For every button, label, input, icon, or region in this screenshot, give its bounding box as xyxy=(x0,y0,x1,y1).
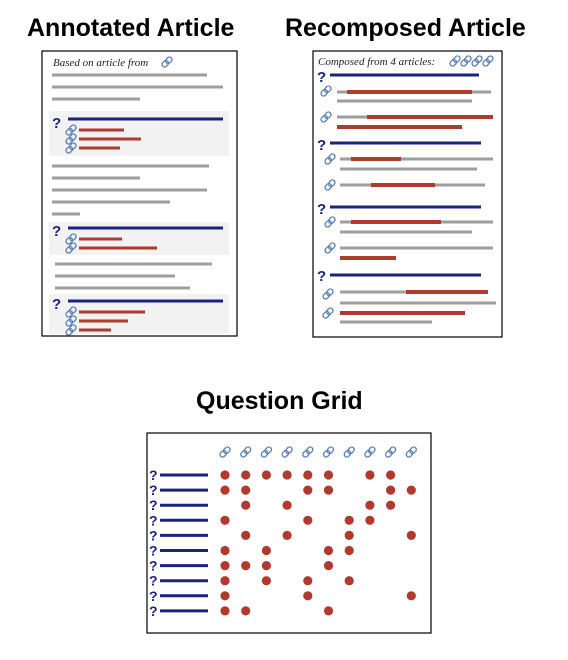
grid-dot xyxy=(282,470,292,480)
question-mark: ? xyxy=(317,137,326,154)
grid-dot xyxy=(261,470,271,480)
question-grid-title: Question Grid xyxy=(196,387,363,415)
grid-dot xyxy=(323,485,334,495)
grid-dot xyxy=(241,500,251,510)
grid-dot xyxy=(303,485,313,495)
grid-dot xyxy=(323,470,334,480)
grid-dot xyxy=(386,500,396,510)
question-mark: ? xyxy=(317,268,326,285)
grid-dot xyxy=(220,470,230,480)
recomposed-article-frame xyxy=(312,50,503,338)
grid-dot xyxy=(406,591,416,601)
annotated-article-panel: Based on article from ? ? xyxy=(41,50,238,337)
question-mark: ? xyxy=(149,573,158,589)
question-mark: ? xyxy=(149,588,158,604)
grid-dot xyxy=(303,591,313,601)
answer-lines xyxy=(79,310,145,332)
grid-dot xyxy=(386,470,396,480)
grid-dot xyxy=(303,576,313,586)
answer-lines xyxy=(79,128,141,150)
grid-dot xyxy=(220,606,230,616)
grid-dot xyxy=(323,561,334,571)
recomposed-caption: Composed from 4 articles: xyxy=(318,56,435,68)
grid-dot xyxy=(323,606,334,616)
grid-dot xyxy=(344,530,354,541)
question-mark: ? xyxy=(317,69,326,86)
answer-lines xyxy=(79,237,157,250)
question-mark: ? xyxy=(149,512,158,528)
recomposed-article-title: Recomposed Article xyxy=(285,14,526,42)
grid-dot xyxy=(220,576,230,586)
question-mark: ? xyxy=(149,527,158,543)
grid-dot xyxy=(261,545,271,556)
grid-dots xyxy=(220,470,416,616)
grid-dot xyxy=(220,485,230,495)
question-mark: ? xyxy=(52,223,61,240)
question-mark: ? xyxy=(149,482,158,498)
grid-dot xyxy=(220,515,230,525)
grid-dot xyxy=(282,500,292,510)
grid-dot xyxy=(365,470,375,480)
grid-dot xyxy=(261,561,271,571)
grid-dot xyxy=(261,576,271,586)
grid-dot xyxy=(220,561,230,571)
grid-question-rows: ?????????? xyxy=(149,467,208,619)
text-lines xyxy=(55,262,212,290)
recomposed-article-panel: Composed from 4 articles: ? ? ? xyxy=(312,50,503,338)
grid-dot xyxy=(241,530,251,541)
annotated-caption: Based on article from xyxy=(53,57,148,69)
grid-dot xyxy=(303,515,313,525)
grid-dot xyxy=(323,545,334,556)
grid-dot xyxy=(282,530,292,541)
text-lines xyxy=(52,164,209,216)
grid-dot xyxy=(344,515,354,525)
grid-dot xyxy=(406,530,416,541)
question-mark: ? xyxy=(149,558,158,574)
grid-dot xyxy=(406,485,416,495)
grid-dot xyxy=(365,500,375,510)
question-mark: ? xyxy=(149,603,158,619)
grid-dot xyxy=(220,591,230,601)
grid-dot xyxy=(344,576,354,586)
question-grid-panel: ?????????? xyxy=(146,432,432,634)
grid-dot xyxy=(241,561,251,571)
grid-dot xyxy=(303,470,313,480)
grid-dot xyxy=(241,606,251,616)
grid-dot xyxy=(241,470,251,480)
question-mark: ? xyxy=(52,115,61,132)
grid-dot xyxy=(365,515,375,525)
question-mark: ? xyxy=(149,467,158,483)
grid-dot xyxy=(344,545,354,556)
grid-dot xyxy=(220,545,230,556)
annotated-article-title: Annotated Article xyxy=(27,14,235,42)
annotated-article-frame xyxy=(41,50,238,337)
grid-dot xyxy=(386,485,396,495)
text-lines xyxy=(52,73,223,101)
question-mark: ? xyxy=(149,543,158,559)
question-mark: ? xyxy=(149,497,158,513)
question-mark: ? xyxy=(52,296,61,313)
grid-dot xyxy=(241,485,251,495)
question-mark: ? xyxy=(317,201,326,218)
